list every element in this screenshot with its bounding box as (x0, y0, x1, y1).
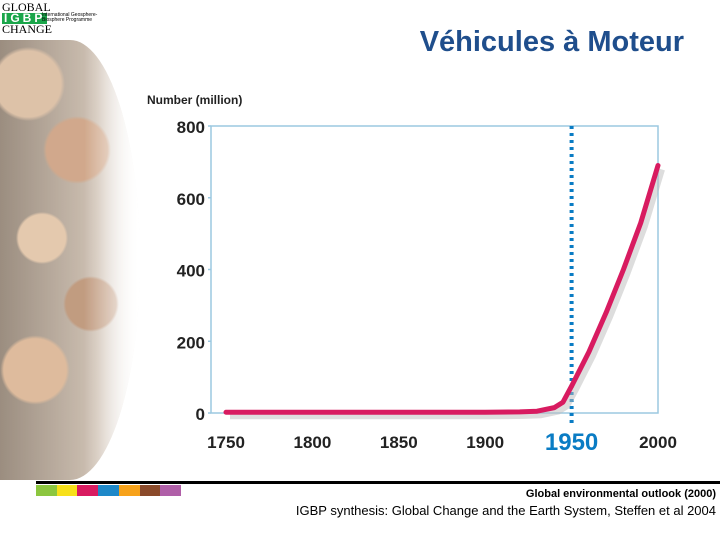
x-tick-label-highlight: 1950 (545, 429, 598, 456)
x-tick-label: 2000 (639, 433, 677, 452)
igbp-logo: GLOBAL IGBP CHANGE International Geosphe… (2, 0, 112, 36)
crowd-photo (0, 40, 140, 480)
series-shadow (230, 168, 665, 420)
y-axis-label: Number (million) (147, 93, 242, 107)
strip-swatch (36, 485, 57, 496)
strip-swatch (139, 485, 161, 496)
footer-rule (36, 481, 720, 484)
x-tick-label: 1750 (207, 433, 245, 452)
chart: Number (million) 0 200 400 600 800 1750 1800 18… (147, 93, 677, 456)
strip-swatch (98, 485, 119, 496)
strip-swatch (56, 485, 78, 496)
series-line (223, 162, 661, 415)
logo-line-3: CHANGE (2, 22, 52, 36)
x-tick-label: 1900 (466, 433, 504, 452)
source-line-2: IGBP synthesis: Global Change and the Ea… (295, 503, 716, 518)
strip-swatch (160, 485, 182, 496)
x-tick-label: 1800 (293, 433, 331, 452)
y-tick-label: 600 (177, 190, 205, 209)
y-tick-label: 200 (177, 333, 205, 352)
source-line-1: Global environmental outlook (2000) (525, 488, 716, 500)
x-tick-label: 1850 (380, 433, 418, 452)
logo-line-1: GLOBAL (2, 0, 51, 14)
slide-title: Véhicules à Moteur (419, 26, 684, 58)
y-tick-label: 0 (196, 405, 205, 424)
plot-frame (210, 125, 659, 414)
logo-subtitle: International Geosphere-Biosphere Progra… (42, 12, 98, 23)
logo-line-2: IGBP (2, 11, 48, 25)
y-tick-label: 800 (177, 118, 205, 137)
strip-swatch (118, 485, 140, 496)
y-tick-label: 400 (177, 262, 205, 281)
strip-swatch (77, 485, 99, 496)
color-strip (36, 485, 182, 496)
